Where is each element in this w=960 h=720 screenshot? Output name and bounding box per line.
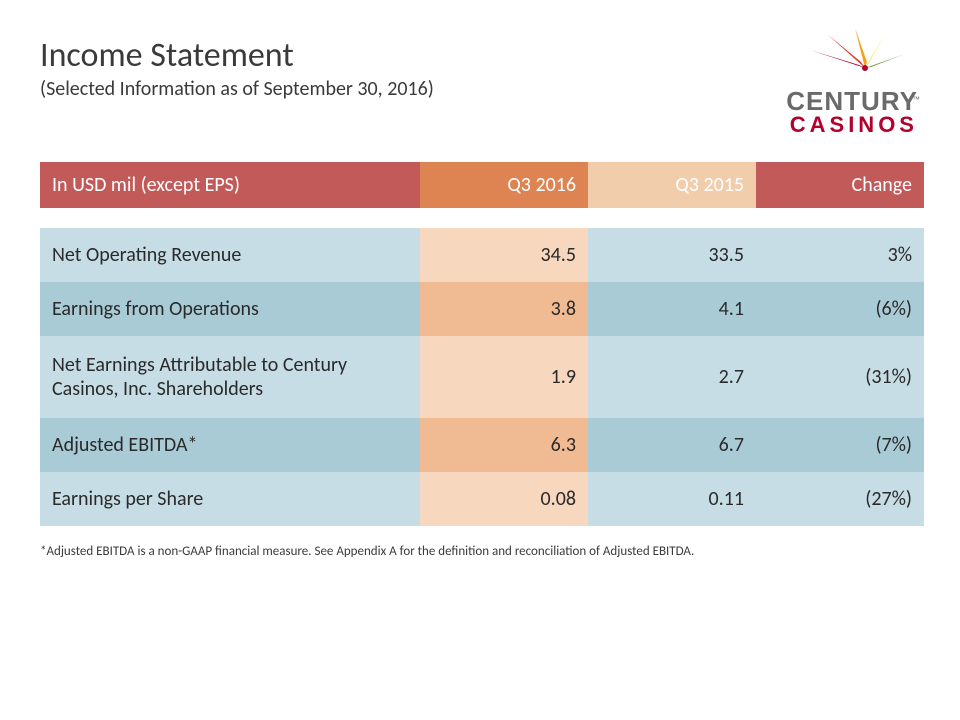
row-q3-2016: 0.08 (420, 472, 588, 526)
row-q3-2016: 3.8 (420, 282, 588, 336)
table-row: Net Operating Revenue 34.5 33.5 3% (40, 228, 924, 282)
header-q3-2016: Q3 2016 (420, 162, 588, 208)
row-change: (7%) (756, 418, 924, 472)
row-q3-2015: 2.7 (588, 336, 756, 418)
row-label: Net Earnings Attributable to Century Cas… (40, 336, 420, 418)
table-row: Earnings per Share 0.08 0.11 (27%) (40, 472, 924, 526)
row-q3-2015: 6.7 (588, 418, 756, 472)
income-statement-table: In USD mil (except EPS) Q3 2016 Q3 2015 … (40, 162, 924, 526)
row-q3-2016: 6.3 (420, 418, 588, 472)
page-title: Income Statement (40, 36, 434, 75)
row-change: 3% (756, 228, 924, 282)
row-change: (31%) (756, 336, 924, 418)
header-label: In USD mil (except EPS) (40, 162, 420, 208)
table-row: Net Earnings Attributable to Century Cas… (40, 336, 924, 418)
row-change: (27%) (756, 472, 924, 526)
row-q3-2015: 33.5 (588, 228, 756, 282)
row-change: (6%) (756, 282, 924, 336)
row-q3-2016: 1.9 (420, 336, 588, 418)
table-row: Adjusted EBITDA* 6.3 6.7 (7%) (40, 418, 924, 472)
header-change: Change (756, 162, 924, 208)
row-label: Earnings per Share (40, 472, 420, 526)
row-label: Earnings from Operations (40, 282, 420, 336)
row-q3-2016: 34.5 (420, 228, 588, 282)
logo-text-bottom: CASINOS (790, 112, 918, 137)
row-label: Net Operating Revenue (40, 228, 420, 282)
header-row: Income Statement (Selected Information a… (40, 30, 920, 140)
title-block: Income Statement (Selected Information a… (40, 30, 434, 101)
logo-tm: ™ (912, 95, 920, 104)
row-q3-2015: 4.1 (588, 282, 756, 336)
footnote: *Adjusted EBITDA is a non-GAAP financial… (40, 544, 920, 559)
logo: CENTURY ™ CASINOS (720, 30, 920, 140)
spacer-row (40, 208, 924, 228)
century-casinos-logo-icon: CENTURY ™ CASINOS (720, 30, 920, 140)
table-header-row: In USD mil (except EPS) Q3 2016 Q3 2015 … (40, 162, 924, 208)
row-q3-2015: 0.11 (588, 472, 756, 526)
row-label: Adjusted EBITDA* (40, 418, 420, 472)
page-subtitle: (Selected Information as of September 30… (40, 77, 434, 101)
page-container: Income Statement (Selected Information a… (0, 0, 960, 559)
table-row: Earnings from Operations 3.8 4.1 (6%) (40, 282, 924, 336)
header-q3-2015: Q3 2015 (588, 162, 756, 208)
